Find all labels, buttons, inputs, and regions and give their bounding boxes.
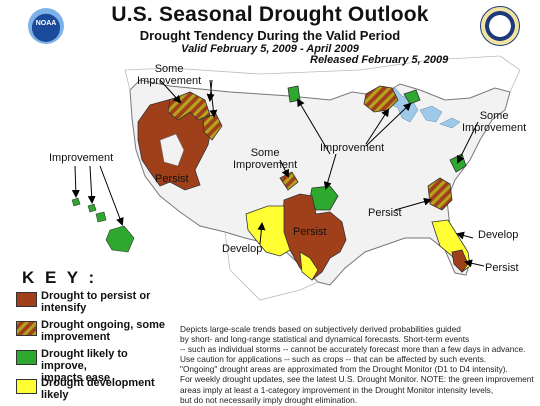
noaa-logo-text: NOAA [35, 20, 57, 27]
label-improvement-hawaii: Improvement [49, 152, 114, 164]
label-some-improvement-ne: Some Improvement [462, 110, 527, 134]
map-subtitle: Drought Tendency During the Valid Period [139, 28, 401, 43]
improve-region-mi [403, 89, 421, 105]
label-improvement-plains: Improvement [320, 142, 385, 154]
label-some-improvement-co: Some Improvement [233, 147, 298, 171]
release-date: Released February 5, 2009 [310, 54, 449, 66]
key-label-ongoing: Drought ongoing, some improvement [41, 319, 166, 343]
label-develop-sw: Develop [222, 243, 263, 255]
label-arrows [71, 79, 485, 268]
persist-region-tx [281, 193, 347, 281]
key-swatch-persist [16, 292, 37, 307]
improve-region-nd [287, 85, 301, 103]
ongoing-region-great-lakes [363, 85, 399, 113]
key-title: K E Y : [22, 268, 98, 287]
key-label-develop: Drought development likely [41, 377, 155, 401]
label-persist-tx: Persist [293, 226, 327, 238]
commerce-seal-icon [480, 6, 520, 46]
map-title: U.S. Seasonal Drought Outlook [111, 3, 429, 26]
valid-period: Valid February 5, 2009 - April 2009 [181, 43, 359, 55]
develop-region-sw [245, 205, 291, 257]
key-swatch-improve [16, 350, 37, 365]
key-label-improve: Drought likely to improve, impacts ease [41, 348, 128, 384]
develop-region-tx-se [299, 251, 319, 281]
key-swatch-ongoing [16, 321, 37, 336]
hawaii-islands [71, 197, 135, 253]
key-swatch-develop [16, 379, 37, 394]
label-persist-se: Persist [368, 207, 402, 219]
label-develop-east: Develop [478, 229, 519, 241]
label-persist-fl: Persist [485, 262, 519, 274]
persist-region-fl [451, 249, 469, 273]
disclaimer-text: Depicts large-scale trends based on subj… [180, 324, 534, 405]
key-label-persist: Drought to persist or intensify [41, 290, 151, 314]
noaa-logo: NOAA [28, 8, 64, 44]
label-some-improvement-west: Some Improvement [137, 63, 202, 87]
great-lakes [381, 87, 461, 129]
label-persist-west: Persist [155, 173, 189, 185]
